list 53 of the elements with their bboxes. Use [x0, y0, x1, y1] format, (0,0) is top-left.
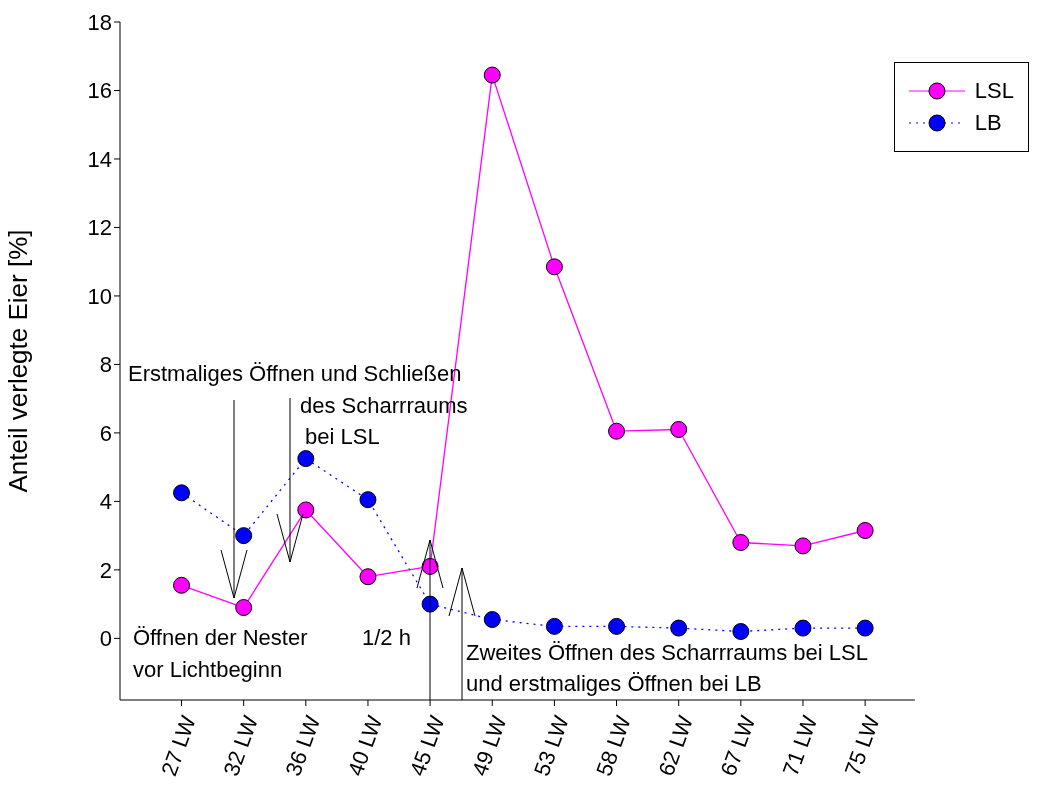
y-tick-label: 6: [99, 420, 112, 446]
x-tick-label: 53 LW: [529, 712, 574, 780]
point: [794, 537, 812, 555]
y-tick-label: 16: [87, 78, 112, 104]
x-tick-label: 75 LW: [839, 712, 885, 780]
point: [545, 617, 563, 635]
point: [608, 617, 626, 635]
y-tick-label: 10: [87, 283, 112, 309]
point: [794, 619, 812, 637]
point: [545, 258, 563, 276]
point: [670, 619, 688, 637]
x-tick-label: 58 LW: [591, 712, 636, 780]
annotation: Öffnen der Nester: [133, 624, 308, 650]
point: [483, 66, 501, 84]
point: [670, 420, 688, 438]
y-tick-label: 0: [99, 626, 112, 652]
x-tick-label: 49 LW: [466, 712, 512, 780]
annotation: und erstmaliges Öffnen bei LB: [466, 670, 762, 696]
y-tick-label: 8: [99, 352, 112, 378]
point: [235, 527, 253, 545]
point: [732, 533, 750, 551]
point: [173, 484, 191, 502]
x-tick-label: 67 LW: [715, 712, 761, 780]
x-tick-label: 32 LW: [218, 712, 264, 780]
x-tick-label: 36 LW: [280, 712, 326, 780]
y-tick-label: 12: [87, 215, 112, 241]
point: [732, 623, 750, 641]
y-tick-label: 18: [87, 9, 112, 35]
annotation: vor Lichtbeginn: [133, 656, 283, 682]
point: [297, 501, 315, 519]
x-tick-label: 45 LW: [404, 712, 450, 780]
x-tick-label: 40 LW: [342, 712, 388, 780]
point: [359, 491, 377, 509]
point: [359, 568, 377, 586]
legend-label: LSL: [974, 78, 1014, 104]
point: [483, 611, 501, 629]
point: [173, 576, 191, 594]
point: [608, 422, 626, 440]
annotation: 1/2 h: [362, 624, 411, 650]
annotation: Zweites Öffnen des Scharrraums bei LSL: [466, 639, 868, 665]
y-tick-label: 2: [99, 557, 112, 583]
point: [856, 522, 874, 539]
y-tick-label: 14: [87, 146, 112, 172]
x-tick-label: 27 LW: [156, 712, 201, 780]
point: [297, 450, 315, 468]
annotation: bei LSL: [305, 423, 380, 449]
x-tick-label: 62 LW: [653, 712, 699, 780]
point: [235, 599, 253, 617]
point: [856, 619, 874, 637]
y-tick-label: 4: [99, 489, 112, 515]
y-axis-title: Anteil verlegte Eier [%]: [3, 229, 34, 493]
legend-label: LB: [974, 110, 1002, 136]
x-tick-label: 71 LW: [777, 712, 823, 780]
